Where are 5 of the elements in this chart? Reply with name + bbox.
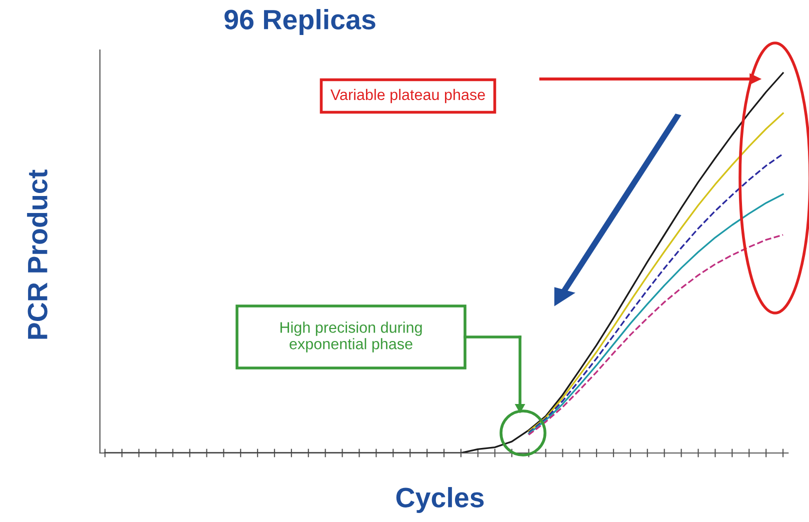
annotation: Variable plateau phase (330, 88, 485, 104)
x-axis-title: Cycles (396, 487, 484, 513)
annotation: High precision during exponential phase (280, 322, 422, 352)
chart-title: 96 Replicas (224, 9, 376, 35)
y-axis-title: PCR Product (27, 170, 48, 339)
